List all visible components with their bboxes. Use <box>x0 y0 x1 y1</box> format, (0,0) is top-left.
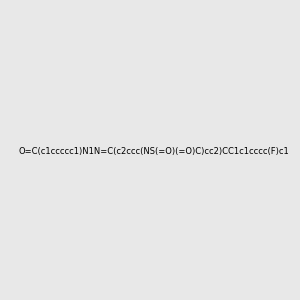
Text: O=C(c1ccccc1)N1N=C(c2ccc(NS(=O)(=O)C)cc2)CC1c1cccc(F)c1: O=C(c1ccccc1)N1N=C(c2ccc(NS(=O)(=O)C)cc2… <box>18 147 289 156</box>
